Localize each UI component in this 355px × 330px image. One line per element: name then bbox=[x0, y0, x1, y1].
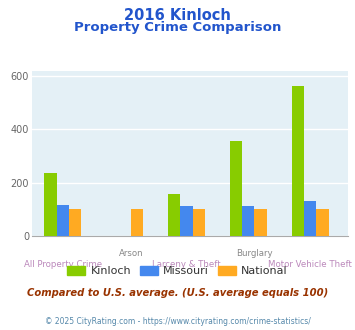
Bar bbox=[57, 205, 69, 236]
Bar bbox=[44, 173, 57, 236]
Text: Larceny & Theft: Larceny & Theft bbox=[152, 260, 221, 269]
Text: Arson: Arson bbox=[119, 249, 143, 258]
Bar bbox=[230, 141, 242, 236]
Text: 2016 Kinloch: 2016 Kinloch bbox=[124, 8, 231, 23]
Bar bbox=[291, 86, 304, 236]
Text: Burglary: Burglary bbox=[236, 249, 273, 258]
Text: All Property Crime: All Property Crime bbox=[24, 260, 102, 269]
Legend: Kinloch, Missouri, National: Kinloch, Missouri, National bbox=[62, 261, 293, 280]
Bar bbox=[316, 209, 329, 236]
Text: Motor Vehicle Theft: Motor Vehicle Theft bbox=[268, 260, 352, 269]
Text: Compared to U.S. average. (U.S. average equals 100): Compared to U.S. average. (U.S. average … bbox=[27, 288, 328, 298]
Bar bbox=[255, 209, 267, 236]
Bar bbox=[193, 209, 205, 236]
Text: © 2025 CityRating.com - https://www.cityrating.com/crime-statistics/: © 2025 CityRating.com - https://www.city… bbox=[45, 317, 310, 326]
Bar bbox=[168, 194, 180, 236]
Bar bbox=[242, 206, 255, 236]
Bar bbox=[69, 209, 81, 236]
Bar bbox=[180, 206, 193, 236]
Text: Property Crime Comparison: Property Crime Comparison bbox=[74, 21, 281, 34]
Bar bbox=[131, 209, 143, 236]
Bar bbox=[304, 201, 316, 236]
